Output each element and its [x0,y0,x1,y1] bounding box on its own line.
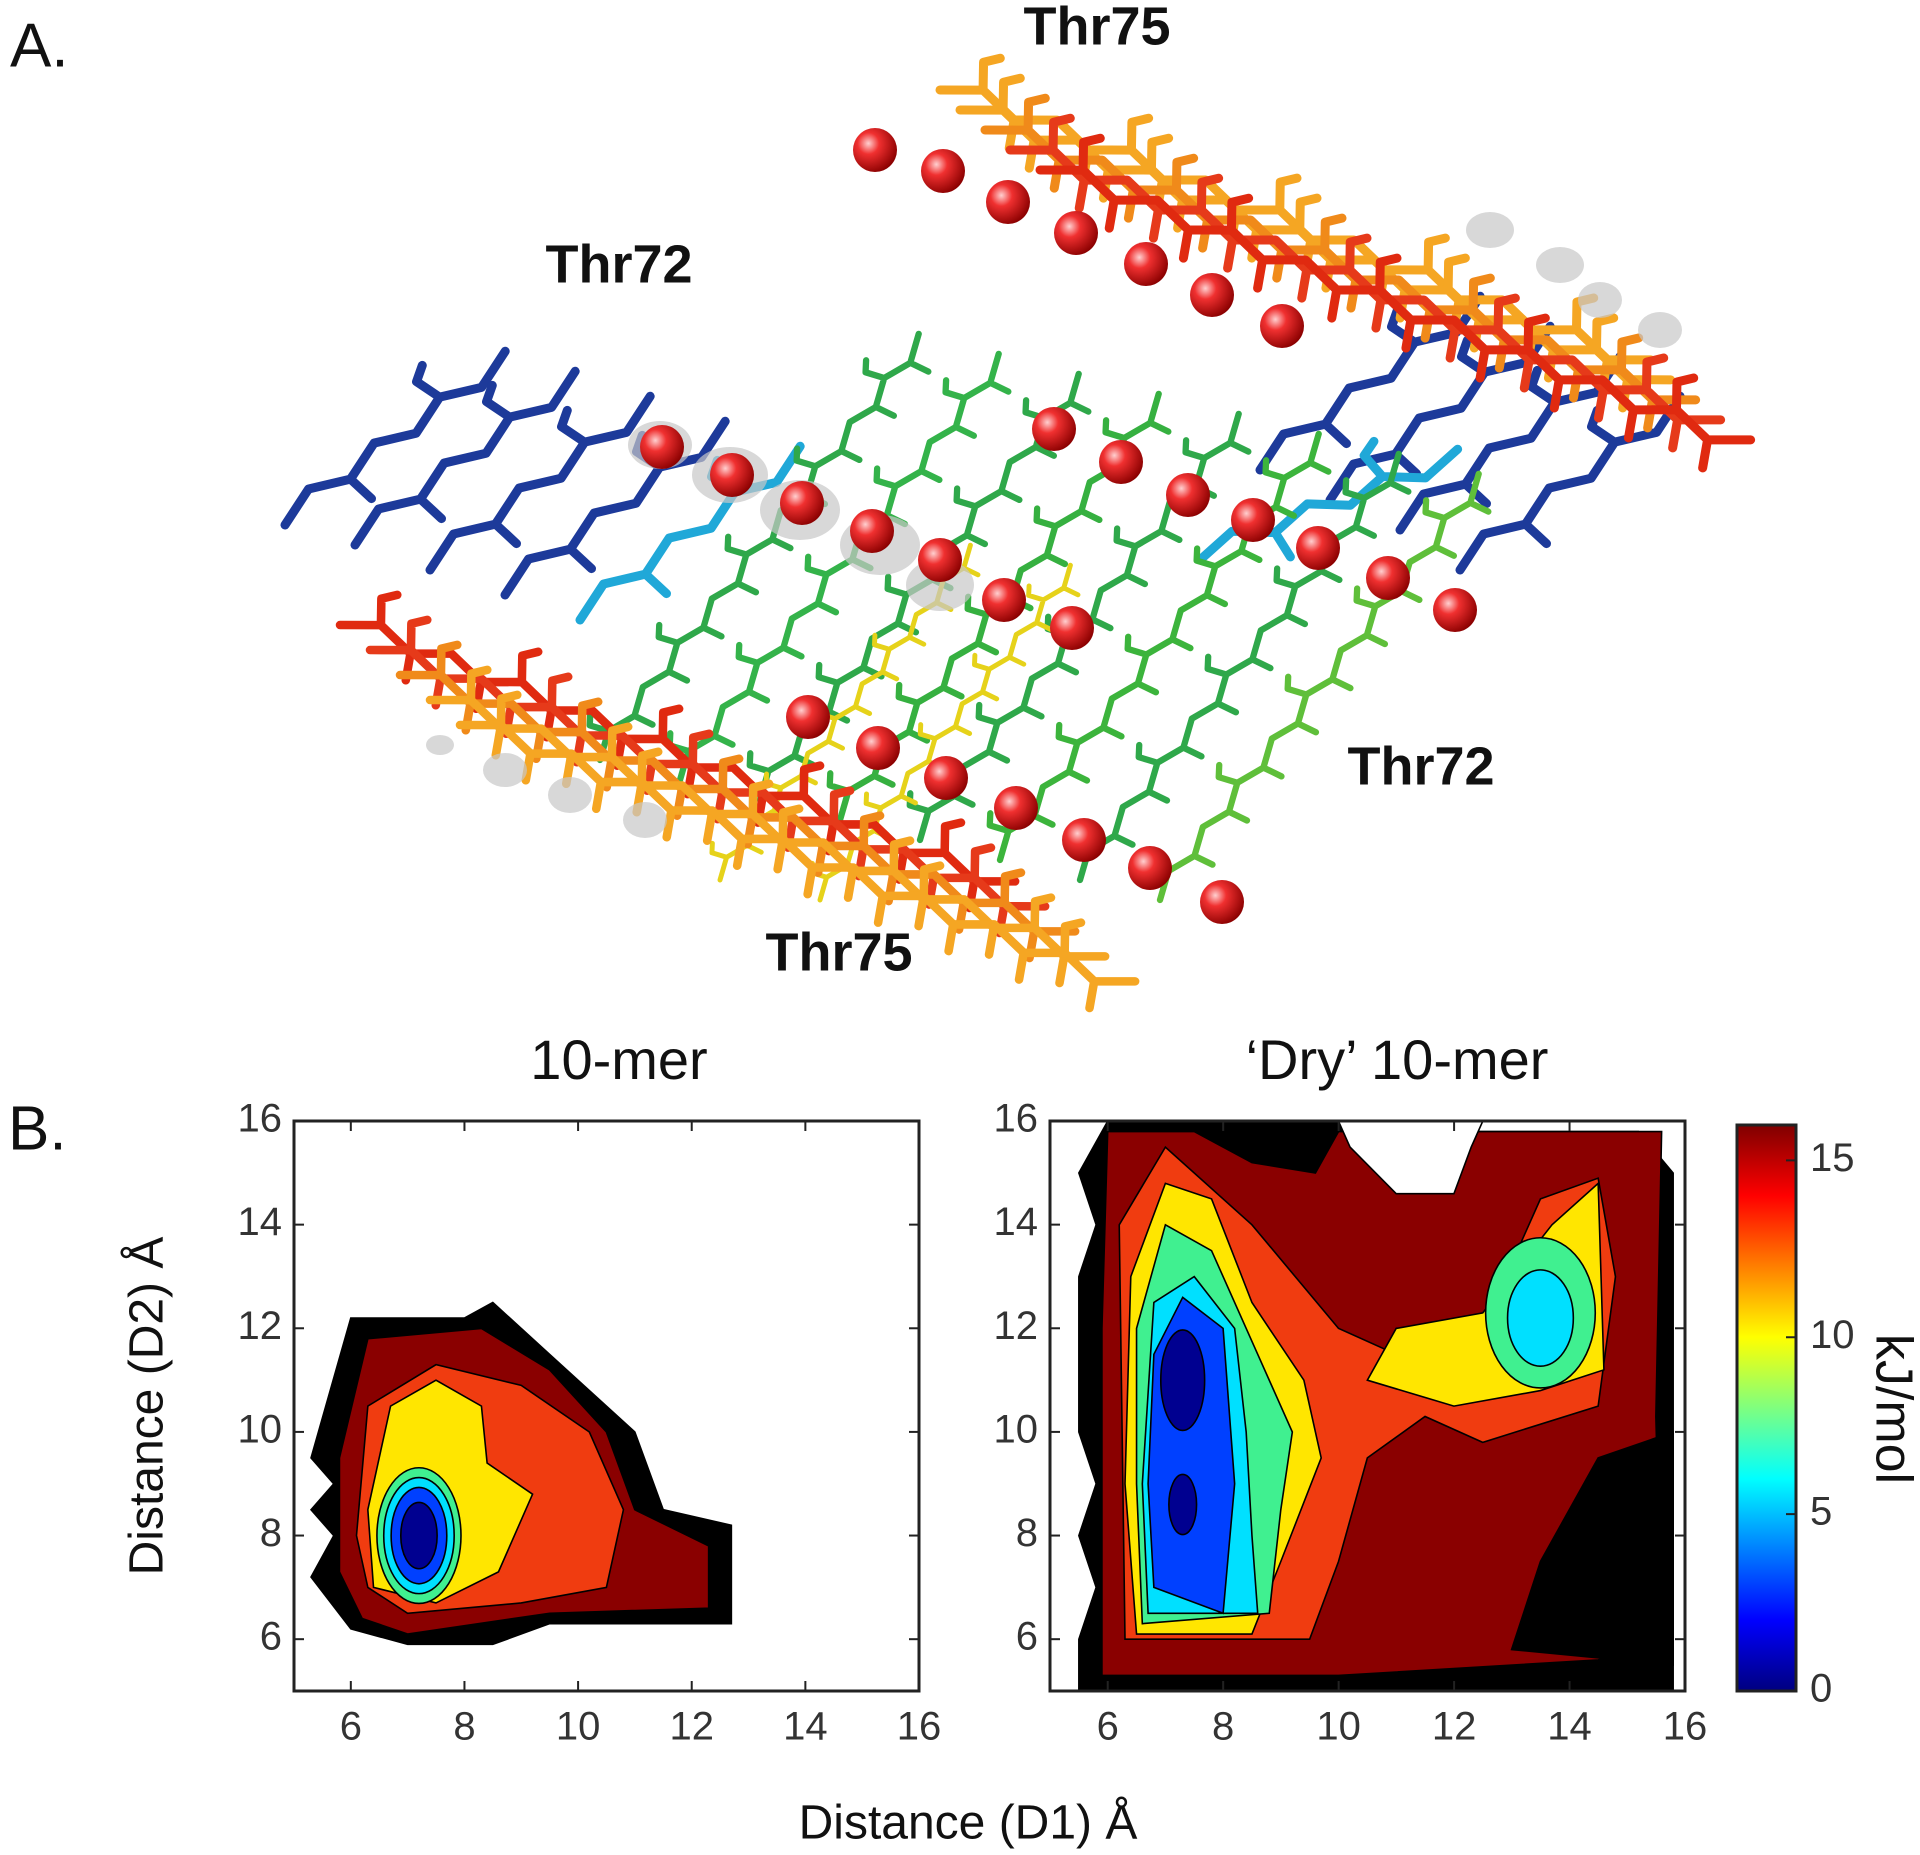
x-tick-label: 10 [556,1705,601,1749]
annotation: Thr75 [1023,0,1170,56]
y-tick-label: 10 [238,1407,283,1451]
colorbar-tick-label: 10 [1810,1313,1855,1357]
x-tick-label: 16 [1663,1705,1708,1749]
annotation: Thr75 [765,922,912,982]
x-tick-label: 6 [340,1705,362,1749]
panel-label: A. [10,11,69,80]
y-tick-label: 12 [238,1304,283,1348]
colorbar-tick-label: 5 [1810,1490,1832,1534]
y-tick-label: 16 [994,1097,1039,1141]
colorbar-label: kJ/mol [1864,1334,1920,1484]
y-tick-label: 16 [238,1097,283,1141]
x-axis-label: Distance (D1) Å [799,1797,1138,1850]
y-tick-label: 14 [238,1200,283,1244]
y-tick-label: 12 [994,1304,1039,1348]
molecule [255,42,1764,1020]
x-tick-label: 8 [1212,1705,1234,1749]
annotation: Thr72 [545,234,692,294]
x-tick-label: 12 [1432,1705,1477,1749]
x-tick-label: 16 [897,1705,942,1749]
panel-label: B. [8,1094,67,1163]
x-tick-label: 10 [1316,1705,1361,1749]
y-tick-label: 6 [260,1615,282,1659]
x-tick-label: 8 [453,1705,475,1749]
plot-title: ‘Dry’ 10-mer [1246,1028,1549,1091]
plot-frame [292,1119,921,1693]
y-tick-label: 10 [994,1407,1039,1451]
plot-frame [1048,1119,1687,1693]
colorbar-tick-label: 0 [1810,1667,1832,1711]
x-tick-label: 12 [669,1705,714,1749]
y-tick-label: 14 [994,1200,1039,1244]
plot-title: 10-mer [530,1028,707,1091]
x-tick-label: 14 [1547,1705,1592,1749]
contour-map [311,1303,731,1645]
y-tick-label: 6 [1016,1615,1038,1659]
y-tick-label: 8 [260,1511,282,1555]
y-axis-label: Distance (D2) Å [121,1237,174,1576]
colorbar-tick-label: 15 [1810,1136,1855,1180]
x-tick-label: 6 [1097,1705,1119,1749]
colorbar [1735,1123,1798,1693]
x-tick-label: 14 [783,1705,828,1749]
annotation: Thr72 [1347,736,1494,796]
contour-map [1079,1121,1673,1691]
y-tick-label: 8 [1016,1511,1038,1555]
